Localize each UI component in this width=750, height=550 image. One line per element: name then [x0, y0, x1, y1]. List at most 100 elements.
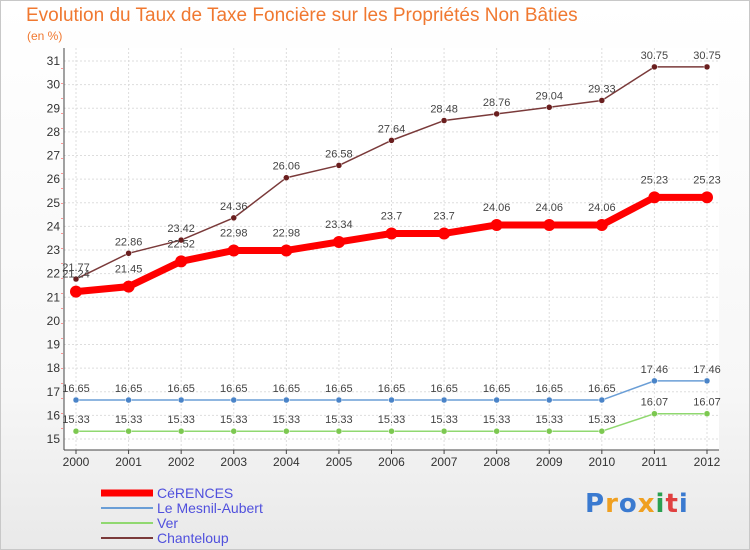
y-tick-label: 19 — [47, 338, 61, 352]
data-point — [598, 396, 606, 404]
data-label: 21.77 — [62, 262, 90, 274]
data-label: 22.86 — [115, 236, 143, 248]
data-label: 16.65 — [325, 383, 353, 395]
data-point — [230, 214, 237, 222]
data-point — [651, 410, 658, 417]
data-point — [177, 236, 185, 244]
data-label: 15.33 — [167, 414, 195, 426]
data-point — [177, 396, 185, 404]
x-tick-label: 2000 — [63, 455, 90, 469]
data-point — [283, 174, 290, 181]
data-label: 26.06 — [273, 161, 301, 173]
data-point — [125, 250, 132, 257]
data-point — [493, 396, 500, 404]
x-tick-label: 2001 — [115, 455, 142, 469]
data-point — [122, 280, 135, 293]
data-label: 15.33 — [483, 414, 511, 426]
data-point — [283, 396, 290, 404]
data-label: 16.65 — [62, 383, 90, 395]
data-point — [490, 218, 503, 231]
logo-letter: r — [605, 489, 619, 519]
data-point — [595, 218, 608, 231]
y-tick-label: 31 — [47, 54, 61, 68]
data-point — [72, 275, 80, 283]
data-point — [440, 117, 448, 124]
data-point — [72, 396, 80, 404]
data-label: 21.45 — [115, 264, 143, 276]
data-point — [230, 396, 237, 404]
data-point — [125, 427, 132, 435]
data-point — [388, 427, 395, 435]
data-label: 15.33 — [535, 414, 563, 426]
data-label: 16.07 — [693, 397, 721, 409]
data-point — [651, 377, 658, 385]
data-label: 17.46 — [693, 364, 721, 376]
data-point — [546, 104, 553, 111]
logo-letter: t — [665, 489, 679, 519]
y-tick-label: 22 — [47, 267, 61, 281]
data-label: 24.06 — [588, 202, 616, 214]
data-label: 16.65 — [273, 383, 301, 395]
data-label: 28.48 — [430, 104, 458, 116]
legend-label: Le Mesnil-Aubert — [157, 500, 263, 516]
data-point — [651, 63, 658, 71]
data-point — [335, 427, 343, 435]
data-label: 24.36 — [220, 201, 248, 213]
logo-letter: o — [618, 489, 638, 519]
data-label: 23.34 — [325, 219, 353, 231]
data-point — [438, 227, 451, 240]
data-point — [546, 396, 553, 404]
data-point — [440, 427, 448, 435]
data-point — [598, 97, 606, 104]
data-label: 29.04 — [535, 90, 563, 102]
proxiti-logo: Proxiti — [585, 489, 689, 519]
data-label: 16.07 — [641, 397, 669, 409]
data-label: 16.65 — [167, 383, 195, 395]
chart-unit-label: (en %) — [27, 29, 63, 43]
data-label: 23.7 — [381, 210, 402, 222]
data-label: 16.65 — [220, 383, 248, 395]
data-point — [493, 110, 500, 118]
x-tick-label: 2003 — [220, 455, 247, 469]
data-point — [280, 244, 293, 257]
x-tick-label: 2002 — [168, 455, 195, 469]
data-point — [648, 191, 661, 204]
data-point — [230, 427, 237, 435]
data-point — [177, 427, 185, 435]
y-tick-label: 27 — [47, 149, 61, 163]
y-tick-label: 18 — [47, 361, 61, 375]
data-label: 28.76 — [483, 97, 511, 109]
data-label: 15.33 — [273, 414, 301, 426]
data-point — [388, 137, 395, 144]
data-label: 29.33 — [588, 83, 616, 95]
data-label: 24.06 — [483, 202, 511, 214]
data-point — [701, 191, 713, 204]
data-point — [546, 427, 553, 435]
data-point — [388, 396, 395, 404]
data-point — [70, 285, 82, 298]
y-tick-label: 21 — [47, 290, 61, 304]
y-tick-label: 26 — [47, 172, 61, 186]
y-tick-label: 23 — [47, 243, 61, 257]
data-label: 15.33 — [378, 414, 406, 426]
x-tick-label: 2010 — [588, 455, 615, 469]
data-label: 15.33 — [430, 414, 458, 426]
x-tick-label: 2008 — [483, 455, 510, 469]
data-point — [703, 377, 711, 385]
data-label: 16.65 — [378, 383, 406, 395]
data-label: 25.23 — [641, 174, 669, 186]
data-label: 15.33 — [325, 414, 353, 426]
data-label: 23.7 — [433, 210, 454, 222]
data-label: 16.65 — [430, 383, 458, 395]
data-point — [335, 396, 343, 404]
y-tick-label: 25 — [47, 196, 61, 210]
data-label: 24.06 — [535, 202, 563, 214]
data-point — [283, 427, 290, 435]
data-label: 15.33 — [220, 414, 248, 426]
logo-letter: x — [637, 489, 656, 519]
data-label: 15.33 — [588, 414, 616, 426]
data-point — [332, 235, 345, 248]
data-label: 22.98 — [273, 227, 301, 239]
data-label: 27.64 — [378, 123, 406, 135]
